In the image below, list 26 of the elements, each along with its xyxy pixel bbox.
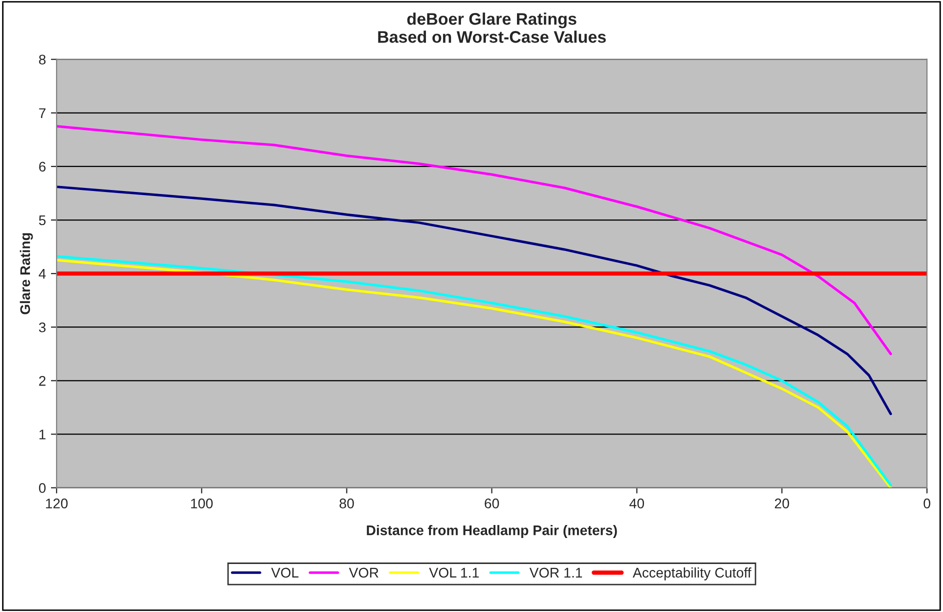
x-tick-label: 40 [629,498,644,508]
x-tick-label: 0 [924,498,930,508]
y-tick-label: 8 [39,54,46,65]
y-tick-label: 6 [39,162,46,172]
line-series [56,125,892,356]
x-tick-label: 60 [484,498,499,508]
y-tick-label: 4 [38,269,46,279]
y-tick-label: 3 [38,322,46,332]
y-tick-label: 2 [39,376,46,386]
legend-label: VOL 1.1 [429,568,479,578]
x-axis-title: Distance from Headlamp Pair (meters) [366,525,617,538]
legend-label: VOR 1.1 [529,568,582,578]
y-tick-label: 1 [40,430,46,440]
legend-label: VOL [271,568,298,578]
y-tick-label: 5 [38,215,46,226]
y-tick-label: 7 [39,108,46,118]
x-tick-label: 20 [774,498,790,508]
legend-label: VOR [348,568,378,578]
line-series [56,186,892,416]
x-tick-label: 100 [191,498,213,508]
chart-title: deBoer Glare Ratings Based on Worst-Case Values [378,12,606,43]
x-tick-label: 80 [340,498,354,508]
x-tick-label: 120 [46,498,68,508]
y-tick-label: 0 [38,483,46,493]
y-axis-title: Glare Rating [20,233,33,314]
legend-label: Acceptability Cutoff [632,567,752,580]
